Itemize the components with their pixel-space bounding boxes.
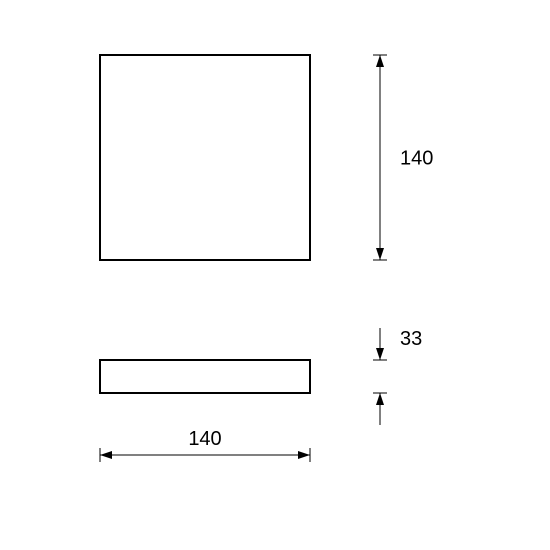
front-height-label: 140 bbox=[400, 148, 433, 170]
technical-drawing: 140 33 140 bbox=[0, 0, 550, 550]
side-thickness-label: 33 bbox=[400, 328, 422, 350]
side-width-label: 140 bbox=[188, 428, 221, 450]
front-square bbox=[100, 55, 310, 260]
side-rect bbox=[100, 360, 310, 393]
